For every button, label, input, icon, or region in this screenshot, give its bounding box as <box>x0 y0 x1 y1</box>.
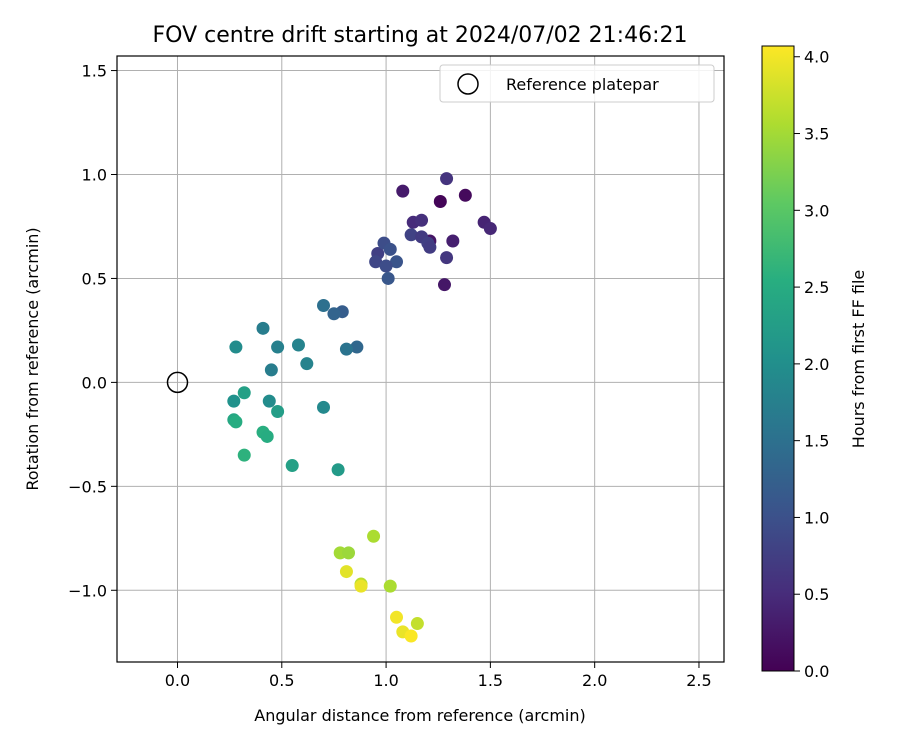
data-point <box>440 251 454 265</box>
data-point <box>260 429 274 443</box>
data-point <box>227 394 241 408</box>
colorbar-ticks: 0.0 0.5 1.0 1.5 2.0 2.5 3.0 3.5 4.0 <box>794 48 829 681</box>
data-point <box>404 629 418 643</box>
data-point <box>396 184 410 198</box>
plot-area-frame <box>116 55 725 663</box>
y-axis-label: Rotation from reference (arcmin) <box>23 227 42 490</box>
chart-title: FOV centre drift starting at 2024/07/02 … <box>153 23 688 48</box>
data-point <box>383 579 397 593</box>
colorbar-tick-label: 2.0 <box>804 355 829 374</box>
data-point <box>483 222 497 236</box>
data-point <box>446 234 460 248</box>
legend-entry-reference-platepar: Reference platepar <box>506 75 659 94</box>
data-point <box>327 307 341 321</box>
y-tick-label: 0.0 <box>82 373 107 392</box>
colorbar-tick-label: 2.5 <box>804 278 829 297</box>
colorbar-tick-label: 1.0 <box>804 508 829 527</box>
data-point <box>339 565 353 579</box>
data-point <box>437 278 451 292</box>
x-tick-label: 0.5 <box>269 671 294 690</box>
legend-marker-reference <box>457 73 479 95</box>
x-axis-label: Angular distance from reference (arcmin) <box>254 706 585 725</box>
x-tick-label: 0.0 <box>165 671 190 690</box>
colorbar-label: Hours from first FF file <box>849 270 868 449</box>
data-point <box>440 172 454 186</box>
legend: Reference platepar <box>439 64 715 103</box>
colorbar-tick-label: 4.0 <box>804 48 829 67</box>
colorbar-tick-label: 1.5 <box>804 432 829 451</box>
colorbar-gradient <box>762 46 794 671</box>
data-point <box>342 546 356 560</box>
colorbar-frame <box>761 45 795 672</box>
colorbar-tick-label: 0.0 <box>804 662 829 681</box>
data-point <box>383 242 397 256</box>
x-tick-label: 2.5 <box>686 671 711 690</box>
data-point <box>256 321 270 335</box>
data-point <box>237 448 251 462</box>
data-point <box>379 259 393 273</box>
data-point <box>354 579 368 593</box>
data-point <box>300 357 314 371</box>
y-tick-label: 1.5 <box>82 62 107 81</box>
data-point <box>229 340 243 354</box>
legend-box <box>439 64 715 103</box>
colorbar-tick-label: 3.5 <box>804 125 829 144</box>
data-point <box>237 386 251 400</box>
data-point <box>367 529 381 543</box>
y-axis-ticks: −1.0 −0.5 0.0 0.5 1.0 1.5 <box>68 62 117 600</box>
y-tick-label: 0.5 <box>82 269 107 288</box>
data-point <box>458 188 472 202</box>
data-point <box>271 404 285 418</box>
grid-lines <box>117 56 724 662</box>
data-point <box>271 340 285 354</box>
data-point <box>404 228 418 242</box>
data-points <box>227 172 497 643</box>
reference-point-marker <box>166 371 189 394</box>
data-point <box>331 463 345 477</box>
data-point <box>339 342 353 356</box>
data-point <box>229 415 243 429</box>
data-point <box>390 255 404 269</box>
data-point <box>423 240 437 254</box>
colorbar: 0.0 0.5 1.0 1.5 2.0 2.5 3.0 3.5 4.0 Hours from f… <box>761 45 868 681</box>
data-point <box>285 459 299 473</box>
y-tick-label: 1.0 <box>82 165 107 184</box>
data-point <box>317 298 331 312</box>
colorbar-tick-label: 0.5 <box>804 585 829 604</box>
data-point <box>390 610 404 624</box>
data-point <box>369 255 383 269</box>
data-point <box>433 195 447 209</box>
x-axis-ticks: 0.0 0.5 1.0 1.5 2.0 2.5 <box>165 662 712 690</box>
data-point <box>291 338 305 352</box>
y-tick-label: −1.0 <box>68 581 107 600</box>
data-point <box>350 340 364 354</box>
data-point <box>381 271 395 285</box>
data-point <box>264 363 278 377</box>
x-tick-label: 1.0 <box>373 671 398 690</box>
data-point <box>415 213 429 227</box>
data-point <box>262 394 276 408</box>
x-tick-label: 1.5 <box>478 671 503 690</box>
y-tick-label: −0.5 <box>68 477 107 496</box>
data-point <box>317 400 331 414</box>
x-tick-label: 2.0 <box>582 671 607 690</box>
data-point <box>410 617 424 631</box>
colorbar-tick-label: 3.0 <box>804 201 829 220</box>
